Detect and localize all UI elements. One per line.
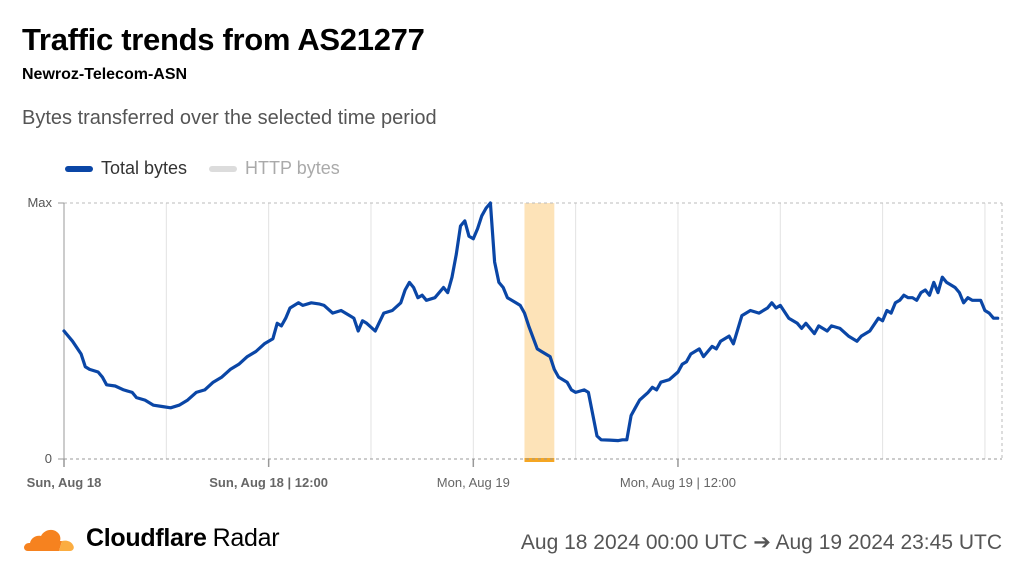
y-tick-label-zero: 0 [45,451,52,466]
highlight-band-marker [524,458,555,462]
legend-label-http-bytes: HTTP bytes [245,158,340,178]
x-tick-label: Mon, Aug 19 | 12:00 [620,475,736,490]
legend-item-http-bytes[interactable]: HTTP bytes [209,158,340,179]
x-tick-label: Sun, Aug 18 [27,475,102,490]
legend-swatch-http-bytes [209,165,238,172]
chart-legend: Total bytes HTTP bytes [65,158,362,179]
y-tick-label-max: Max [27,195,52,210]
x-tick-label: Sun, Aug 18 | 12:00 [209,475,328,490]
cloudflare-radar-logo[interactable]: Cloudflare Radar [22,524,280,553]
traffic-line-chart: 0 Max Sun, Aug 18 Sun, Aug 18 | 12:00 Mon, A… [27,195,1003,490]
cloudflare-cloud-icon [24,529,74,551]
series-line-total-bytes [62,201,1000,443]
legend-item-total-bytes[interactable]: Total bytes [65,158,187,179]
legend-label-total-bytes: Total bytes [101,158,188,178]
brand-name: Cloudflare [86,524,207,552]
legend-swatch-total-bytes [65,165,93,172]
brand-product: Radar [212,524,280,552]
time-range: Aug 18 2024 00:00 UTC ➔ Aug 19 2024 23:4… [520,531,1002,554]
x-tick-label: Mon, Aug 19 [437,475,510,490]
chart-subtitle: Newroz-Telecom-ASN [22,66,188,83]
chart-title: Traffic trends from AS21277 [22,22,425,57]
chart-description: Bytes transferred over the selected time… [22,107,437,129]
